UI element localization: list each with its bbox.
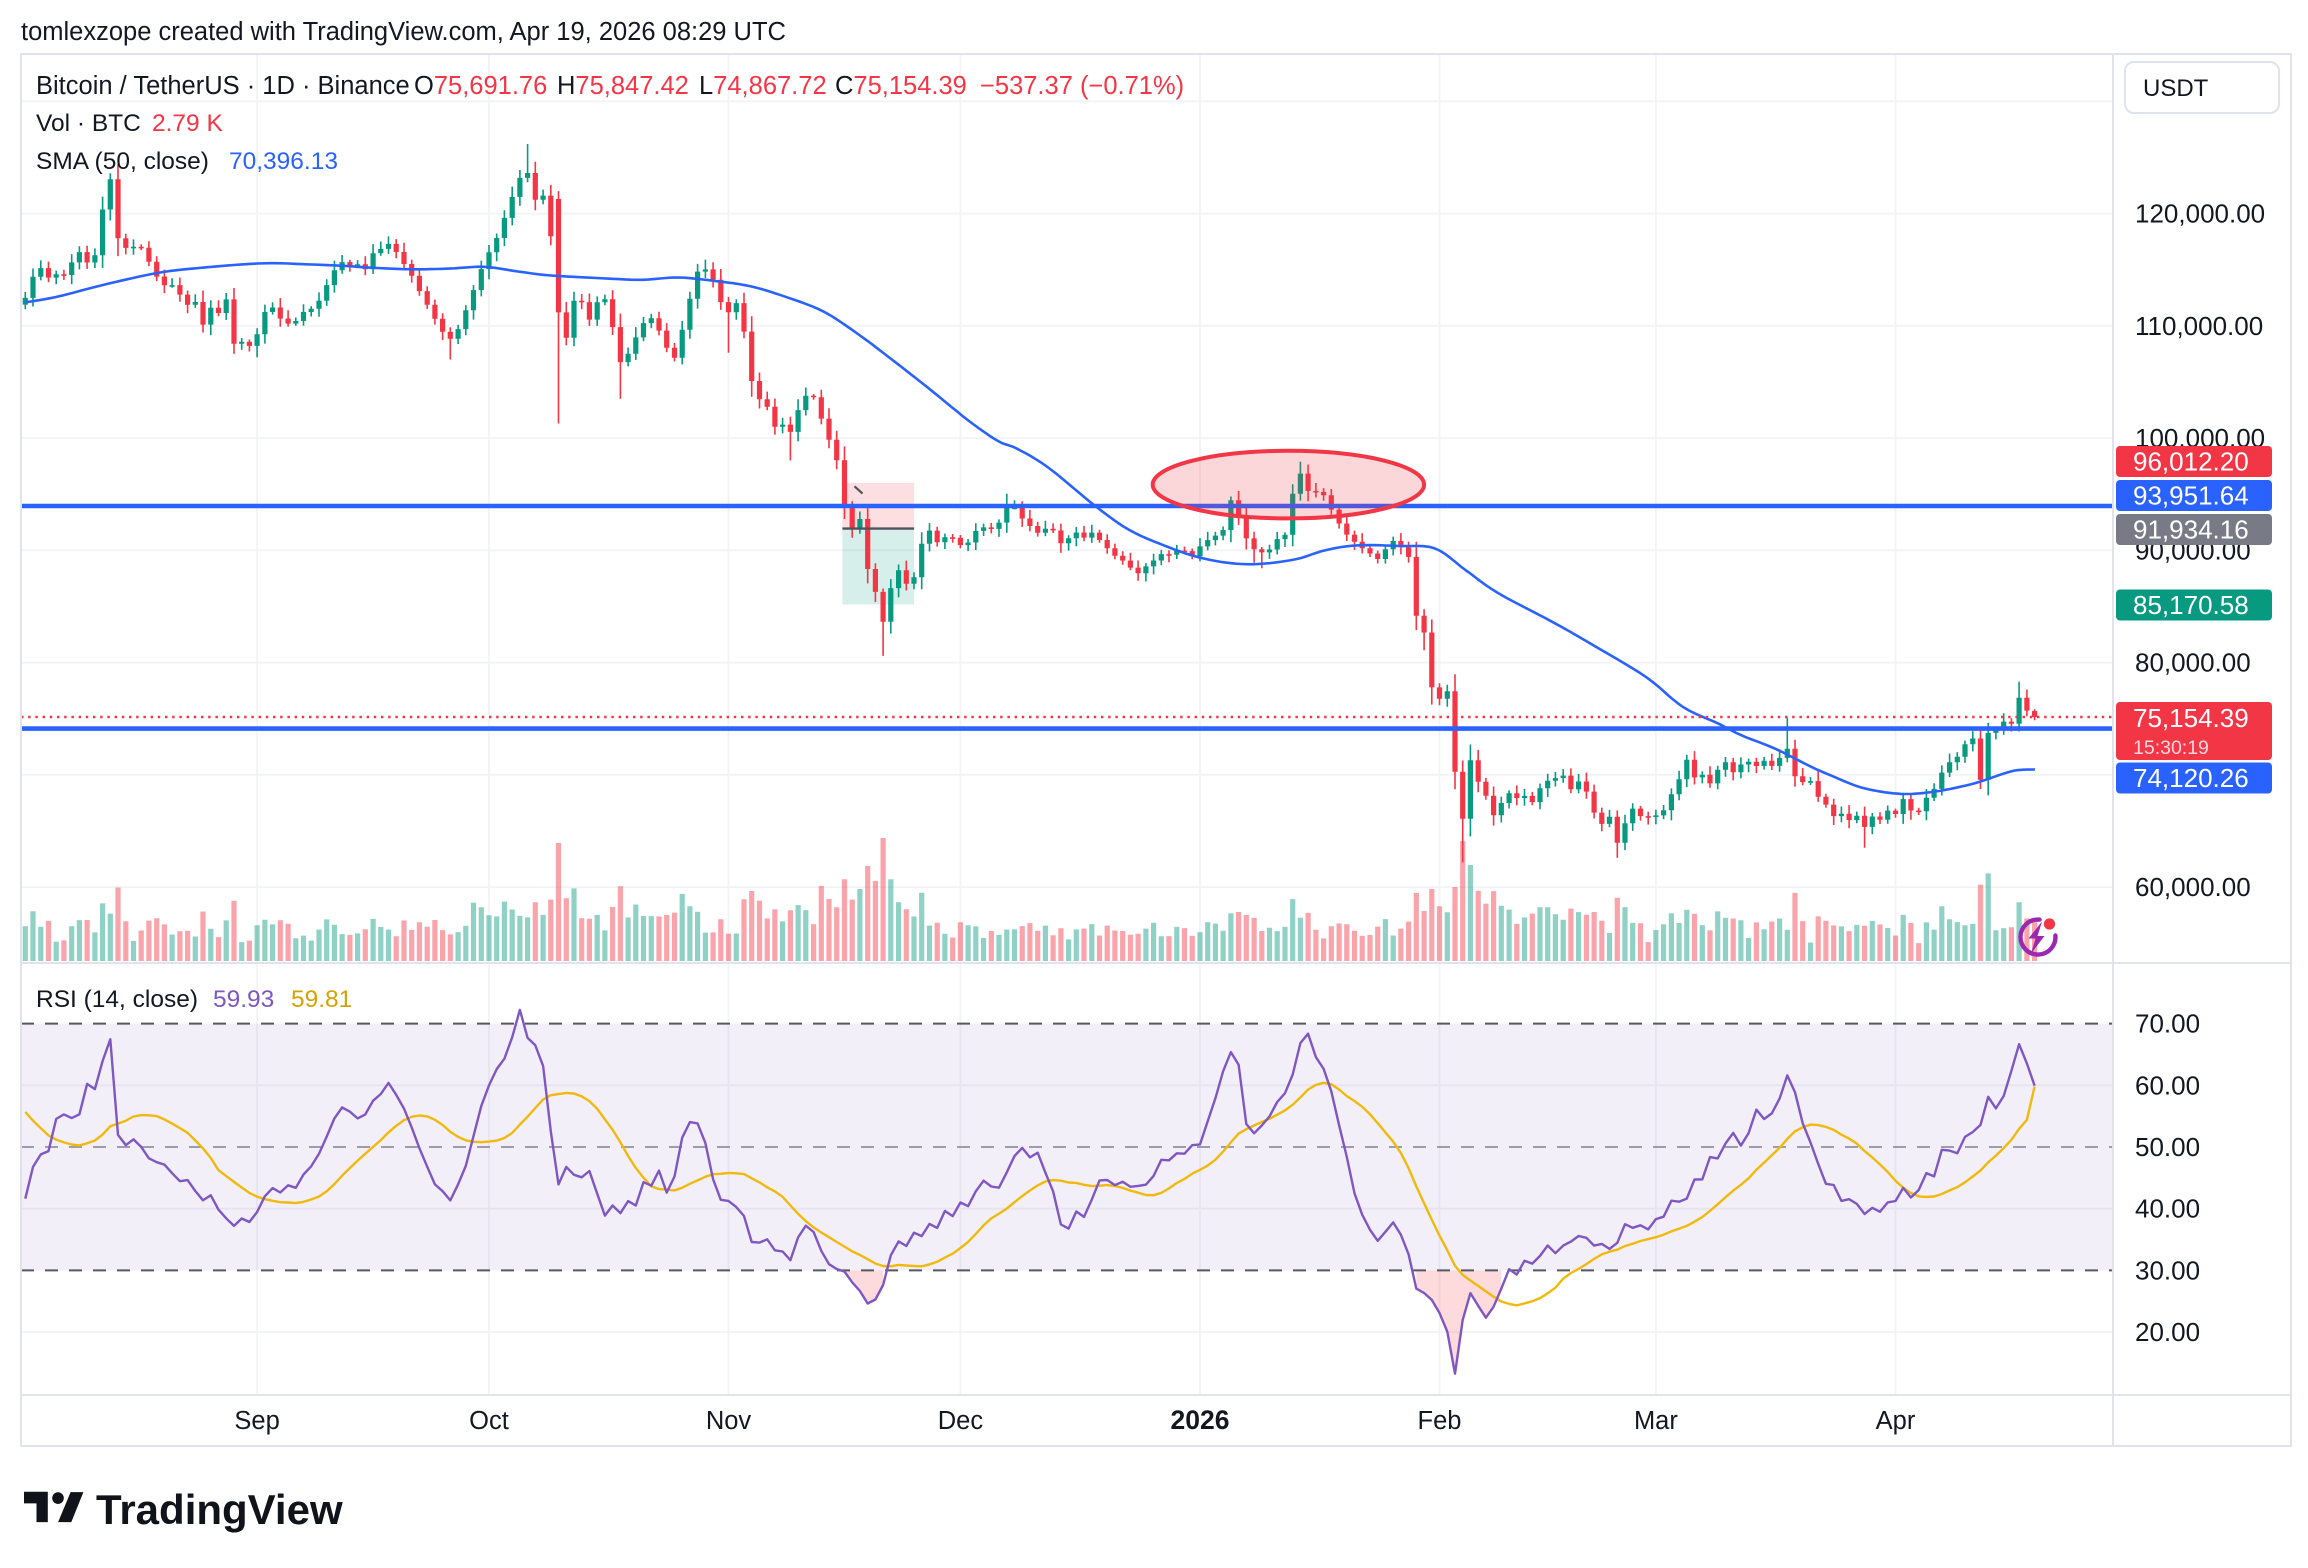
svg-text:20.00: 20.00 bbox=[2135, 1317, 2200, 1347]
svg-text:Feb: Feb bbox=[1418, 1407, 1462, 1435]
svg-text:−537.37 (−0.71%): −537.37 (−0.71%) bbox=[980, 72, 1184, 100]
svg-text:USDT: USDT bbox=[2143, 75, 2209, 102]
svg-text:Mar: Mar bbox=[1634, 1407, 1678, 1435]
svg-text:85,170.58: 85,170.58 bbox=[2133, 590, 2249, 620]
svg-text:110,000.00: 110,000.00 bbox=[2135, 311, 2263, 341]
svg-text:Vol · BTC: Vol · BTC bbox=[36, 110, 141, 137]
svg-text:93,951.64: 93,951.64 bbox=[2133, 481, 2249, 511]
svg-text:C75,154.39: C75,154.39 bbox=[835, 72, 967, 100]
svg-text:2.79 K: 2.79 K bbox=[152, 110, 223, 137]
svg-text:Oct: Oct bbox=[469, 1407, 509, 1435]
svg-text:70.00: 70.00 bbox=[2135, 1009, 2200, 1039]
svg-text:60.00: 60.00 bbox=[2135, 1070, 2200, 1100]
svg-text:50.00: 50.00 bbox=[2135, 1132, 2200, 1162]
svg-text:tomlexzope created with Tradin: tomlexzope created with TradingView.com,… bbox=[21, 18, 786, 46]
svg-text:H75,847.42: H75,847.42 bbox=[557, 72, 689, 100]
svg-text:TradingView: TradingView bbox=[96, 1486, 343, 1533]
svg-text:RSI (14, close): RSI (14, close) bbox=[36, 986, 198, 1013]
svg-text:15:30:19: 15:30:19 bbox=[2133, 737, 2209, 759]
svg-text:60,000.00: 60,000.00 bbox=[2135, 872, 2251, 902]
svg-text:Sep: Sep bbox=[234, 1407, 279, 1435]
svg-text:Dec: Dec bbox=[938, 1407, 984, 1435]
svg-text:2026: 2026 bbox=[1171, 1405, 1230, 1435]
svg-text:120,000.00: 120,000.00 bbox=[2135, 199, 2265, 229]
svg-text:70,396.13: 70,396.13 bbox=[229, 148, 338, 175]
svg-text:75,154.39: 75,154.39 bbox=[2133, 703, 2249, 733]
svg-text:L74,867.72: L74,867.72 bbox=[699, 72, 827, 100]
svg-text:40.00: 40.00 bbox=[2135, 1194, 2200, 1224]
svg-text:96,012.20: 96,012.20 bbox=[2133, 447, 2249, 477]
svg-text:80,000.00: 80,000.00 bbox=[2135, 648, 2251, 678]
svg-text:Nov: Nov bbox=[706, 1407, 752, 1435]
svg-text:O75,691.76: O75,691.76 bbox=[414, 72, 547, 100]
svg-text:Apr: Apr bbox=[1876, 1407, 1916, 1435]
svg-text:Bitcoin / TetherUS · 1D · Bina: Bitcoin / TetherUS · 1D · Binance bbox=[36, 72, 410, 100]
svg-text:91,934.16: 91,934.16 bbox=[2133, 515, 2249, 545]
svg-text:30.00: 30.00 bbox=[2135, 1255, 2200, 1285]
svg-text:74,120.26: 74,120.26 bbox=[2133, 763, 2249, 793]
svg-text:SMA (50, close): SMA (50, close) bbox=[36, 148, 209, 175]
svg-text:59.81: 59.81 bbox=[291, 986, 352, 1013]
svg-text:59.93: 59.93 bbox=[213, 986, 274, 1013]
